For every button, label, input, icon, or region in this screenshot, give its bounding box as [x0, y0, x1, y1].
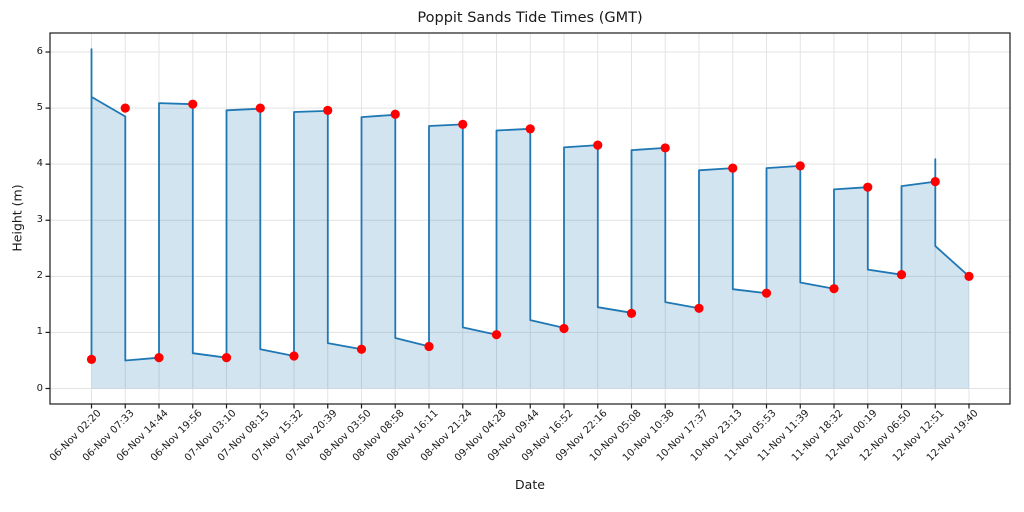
y-tick-label: 5: [36, 102, 43, 114]
tide-marker-high: [390, 109, 400, 119]
tide-marker-high: [930, 176, 940, 187]
y-tick-label: 6: [36, 46, 43, 58]
tide-marker-high: [660, 143, 670, 153]
tide-marker-low: [356, 344, 367, 354]
y-tick-label: 0: [36, 382, 43, 394]
tide-marker-low: [626, 308, 637, 318]
tide-marker-low: [491, 330, 502, 340]
tide-marker-high: [728, 163, 738, 173]
y-tick-label: 2: [36, 270, 43, 282]
chart-title: Poppit Sands Tide Times (GMT): [417, 10, 643, 26]
tide-marker-low: [694, 303, 704, 313]
x-axis-title: Date: [515, 477, 545, 492]
y-tick-label: 1: [36, 326, 43, 338]
tide-marker-high: [120, 103, 130, 113]
tide-marker-low: [424, 341, 434, 352]
tide-marker-low: [289, 351, 299, 361]
tide-marker-low: [221, 353, 232, 363]
tide-marker-low: [761, 288, 772, 298]
tide-marker-low: [559, 323, 569, 334]
tide-marker-high: [593, 140, 603, 150]
tide-marker-low: [896, 270, 907, 280]
y-tick-label: 3: [36, 214, 43, 226]
tide-marker-high: [323, 105, 333, 115]
tide-marker-low: [86, 354, 97, 364]
tide-marker-high: [188, 99, 198, 109]
tide-marker-high: [255, 103, 265, 113]
y-axis-title: Height (m): [9, 184, 25, 252]
tide-marker-low: [964, 271, 974, 281]
y-tick-label: 4: [36, 158, 43, 170]
tide-marker-low: [154, 353, 164, 363]
tide-marker-high: [863, 182, 873, 192]
tide-marker-high: [458, 119, 468, 129]
tide-marker-high: [795, 161, 805, 171]
tide-marker-high: [525, 124, 535, 134]
tide-marker-low: [829, 284, 839, 294]
